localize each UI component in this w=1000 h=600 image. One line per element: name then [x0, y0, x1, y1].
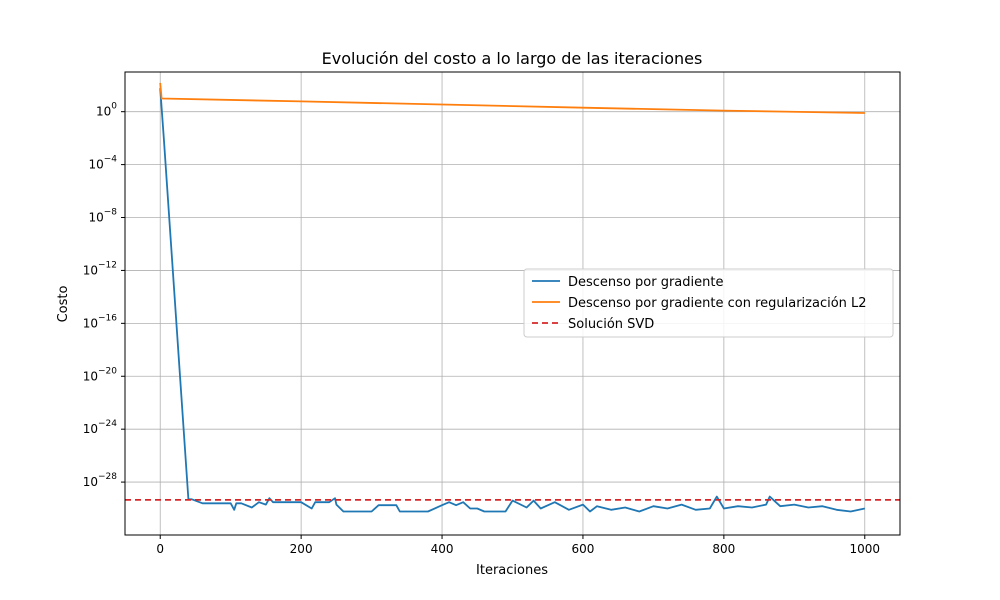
- y-tick-exponent: 0: [111, 102, 117, 112]
- y-tick-label: 10−28: [83, 472, 118, 489]
- legend: Descenso por gradiente Descenso por gradi…: [523, 268, 894, 338]
- chart-title: Evolución del costo a lo largo de las it…: [322, 49, 703, 68]
- y-tick-label: 10−20: [83, 366, 118, 383]
- y-tick-exponent: −8: [104, 208, 118, 218]
- x-tick-label: 1000: [849, 542, 880, 556]
- x-axis-label: Iteraciones: [476, 563, 548, 578]
- y-tick-exponent: −24: [98, 419, 117, 429]
- y-tick-label: 10−16: [83, 313, 118, 330]
- y-tick-label: 10−4: [88, 155, 117, 172]
- y-tick-base: 10: [83, 422, 98, 436]
- y-tick-base: 10: [88, 158, 103, 172]
- legend-box: [523, 268, 894, 338]
- x-tick-label: 200: [290, 542, 313, 556]
- series-line: [159, 88, 865, 513]
- series-line: [159, 82, 865, 114]
- y-tick-base: 10: [83, 316, 98, 330]
- y-tick-base: 10: [96, 105, 111, 119]
- legend-label: Descenso por gradiente: [568, 275, 723, 290]
- y-axis-label: Costo: [56, 286, 71, 323]
- y-tick-exponent: −4: [104, 155, 118, 165]
- y-tick-label: 10−24: [83, 419, 118, 436]
- y-tick-label: 10−8: [88, 208, 117, 225]
- x-tick-label: 0: [156, 542, 164, 556]
- y-tick-base: 10: [83, 475, 98, 489]
- x-tick-label: 400: [431, 542, 454, 556]
- y-tick-base: 10: [83, 263, 98, 277]
- y-tick-exponent: −28: [98, 472, 117, 482]
- y-tick-exponent: −20: [98, 366, 117, 376]
- y-tick-base: 10: [83, 369, 98, 383]
- y-tick-exponent: −16: [98, 313, 117, 323]
- x-tick-label: 600: [572, 542, 595, 556]
- legend-label: Descenso por gradiente con regularizació…: [568, 296, 867, 311]
- legend-label: Solución SVD: [568, 317, 654, 332]
- y-tick-label: 100: [96, 102, 117, 119]
- plot-frame: [124, 71, 901, 536]
- x-tick-label: 800: [712, 542, 735, 556]
- y-tick-exponent: −12: [98, 260, 117, 270]
- y-tick-label: 10−12: [83, 260, 117, 277]
- y-tick-base: 10: [88, 211, 103, 225]
- plot-area: [125, 82, 900, 513]
- x-axis: 0 200 400 600 800 1000: [156, 535, 880, 556]
